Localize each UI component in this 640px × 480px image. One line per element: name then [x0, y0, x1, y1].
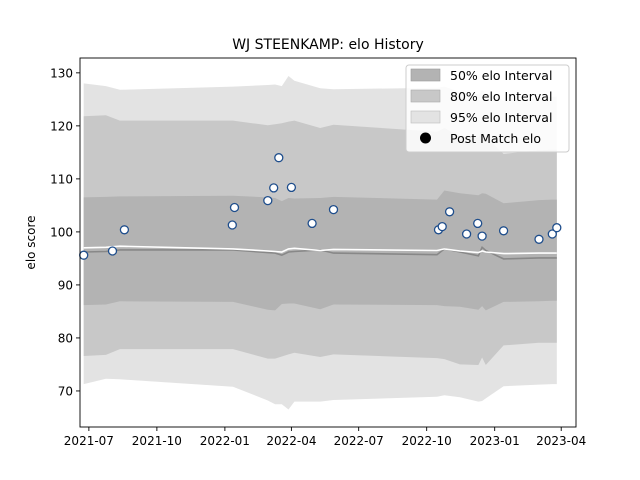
post-match-point	[227, 220, 237, 230]
post-match-point	[437, 221, 447, 232]
legend-swatch-80	[410, 89, 441, 103]
median-elo-line	[83, 245, 557, 255]
post-match-point	[107, 246, 118, 256]
x-tick-label: 2021-07	[64, 434, 114, 448]
post-match-point	[534, 234, 544, 244]
x-tick-label: 2022-04	[266, 434, 316, 448]
legend-label-post-match: Post Match elo	[450, 131, 541, 146]
y-tick-label: 130	[50, 66, 73, 80]
post-match-point	[547, 229, 557, 239]
post-match-point	[498, 226, 509, 236]
y-tick-label: 70	[58, 384, 73, 398]
post-match-point	[229, 202, 240, 213]
post-match-point	[79, 250, 89, 260]
chart-title: WJ STEENKAMP: elo History	[232, 37, 424, 53]
post-match-point	[119, 225, 130, 235]
mean-elo-line	[83, 245, 557, 260]
legend-swatch-50	[410, 68, 441, 82]
x-tick-label: 2023-01	[470, 434, 520, 448]
y-tick-label: 110	[50, 172, 73, 186]
legend: 50% elo Interval 80% elo Interval 95% el…	[405, 64, 570, 153]
post-match-point	[473, 218, 483, 229]
y-tick-label: 80	[58, 331, 73, 345]
legend-marker-post-match	[420, 132, 431, 144]
legend-swatch-95	[410, 110, 441, 124]
y-tick-label: 120	[50, 119, 73, 133]
center-lines	[83, 245, 557, 260]
post-match-points	[79, 153, 562, 260]
interval-bands	[83, 76, 557, 410]
y-tick-label: 90	[58, 278, 73, 292]
y-axis: 70 80 90 100 110 120 130	[50, 66, 80, 398]
post-match-point	[269, 183, 279, 193]
post-match-point	[328, 204, 339, 215]
post-match-point	[461, 229, 472, 239]
legend-label-95: 95% elo Interval	[450, 110, 552, 125]
post-match-point	[286, 182, 297, 193]
plot-frame	[79, 57, 577, 428]
post-match-point	[263, 195, 273, 206]
x-tick-label: 2022-10	[402, 434, 452, 448]
y-axis-title: elo score	[24, 215, 38, 269]
legend-label-50: 50% elo Interval	[450, 68, 552, 83]
post-match-point	[477, 231, 487, 241]
post-match-point	[307, 218, 317, 229]
legend-label-80: 80% elo Interval	[450, 89, 552, 104]
legend-box	[405, 64, 570, 153]
y-tick-label: 100	[50, 225, 73, 239]
x-tick-label: 2022-07	[334, 434, 384, 448]
x-tick-label: 2022-01	[200, 434, 250, 448]
x-axis: 2021-07 2021-10 2022-01 2022-04 2022-07 2022-…	[64, 427, 586, 448]
post-match-point	[552, 223, 562, 233]
x-tick-label: 2023-04	[536, 434, 586, 448]
x-tick-label: 2021-10	[132, 434, 182, 448]
post-match-point	[274, 153, 284, 163]
post-match-point	[444, 207, 455, 217]
